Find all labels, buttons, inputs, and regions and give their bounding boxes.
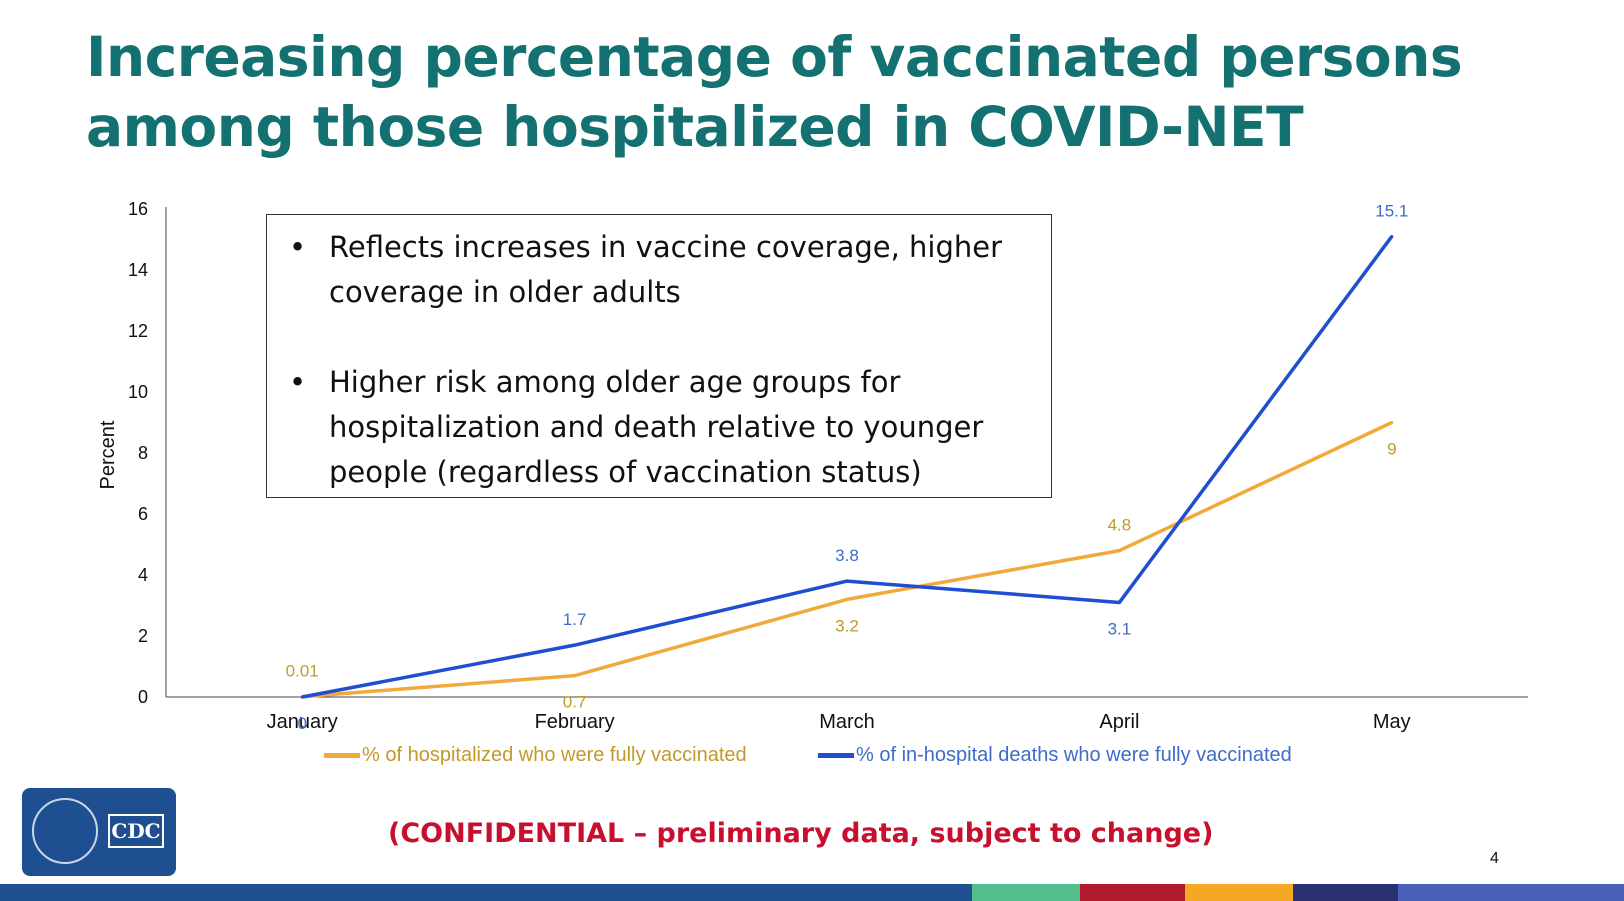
data-point [1117,600,1121,604]
title-line-1: Increasing percentage of vaccinated pers… [86,25,1463,89]
footer-segment [470,884,972,901]
footer-segment [1398,884,1624,901]
y-tick-label: 2 [138,626,148,646]
bullet-dot: • [289,365,307,399]
y-tick-label: 12 [128,321,148,341]
title-line-2: among those hospitalized in COVID-NET [86,95,1304,159]
footer-color-bar [0,884,1624,901]
bullet-text: Reflects increases in vaccine coverage, … [329,230,1003,309]
confidential-note: (CONFIDENTIAL – preliminary data, subjec… [388,818,1214,849]
y-tick-label: 6 [138,504,148,524]
data-point [573,643,577,647]
data-label: 0.01 [286,662,319,681]
legend-item-hospitalized: % of hospitalized who were fully vaccina… [324,744,747,767]
page-title: Increasing percentage of vaccinated pers… [86,22,1566,162]
data-label: 3.1 [1108,619,1132,638]
data-point [845,597,849,601]
x-tick-label: March [819,711,875,733]
x-tick-label: May [1373,711,1411,733]
x-tick-label: April [1099,711,1139,733]
y-tick-label: 10 [128,382,148,402]
data-point [573,674,577,678]
y-tick-label: 14 [128,260,148,280]
bullet-text: Higher risk among older age groups for h… [329,365,984,489]
y-tick-label: 4 [138,565,148,585]
x-tick-label: February [535,711,615,733]
hhs-seal-icon [32,798,98,864]
footer-segment [972,884,1080,901]
legend-label: % of hospitalized who were fully vaccina… [362,744,747,766]
page-number: 4 [1490,850,1499,867]
footer-segment [1293,884,1398,901]
data-point [1390,421,1394,424]
x-tick-label: January [267,711,338,733]
y-tick-label: 16 [128,199,148,219]
data-point [1117,549,1121,553]
footer-segment [1185,884,1293,901]
data-label: 1.7 [563,610,587,629]
data-label: 4.8 [1108,516,1132,535]
legend-label: % of in-hospital deaths who were fully v… [856,744,1292,766]
callout-box: • Reflects increases in vaccine coverage… [266,214,1052,498]
legend-swatch [818,753,854,758]
data-label: 3.8 [835,546,859,565]
bullet-dot: • [289,230,307,264]
y-axis-label: Percent [97,420,119,489]
data-label: 0.7 [563,693,587,712]
legend-item-deaths: % of in-hospital deaths who were fully v… [818,744,1292,767]
data-point [1390,234,1394,238]
data-label: 9 [1387,440,1396,459]
data-point [845,579,849,583]
y-tick-label: 0 [138,687,148,707]
cdc-logo-text: CDC [108,814,164,848]
data-point [300,695,304,699]
footer-segment [1080,884,1185,901]
data-label: 15.1 [1375,201,1408,220]
footer-segment [0,884,470,901]
y-tick-label: 8 [138,443,148,463]
data-label: 3.2 [835,616,859,635]
data-label: 0 [297,714,306,733]
cdc-logo: CDC [22,788,176,876]
legend-swatch [324,753,360,758]
